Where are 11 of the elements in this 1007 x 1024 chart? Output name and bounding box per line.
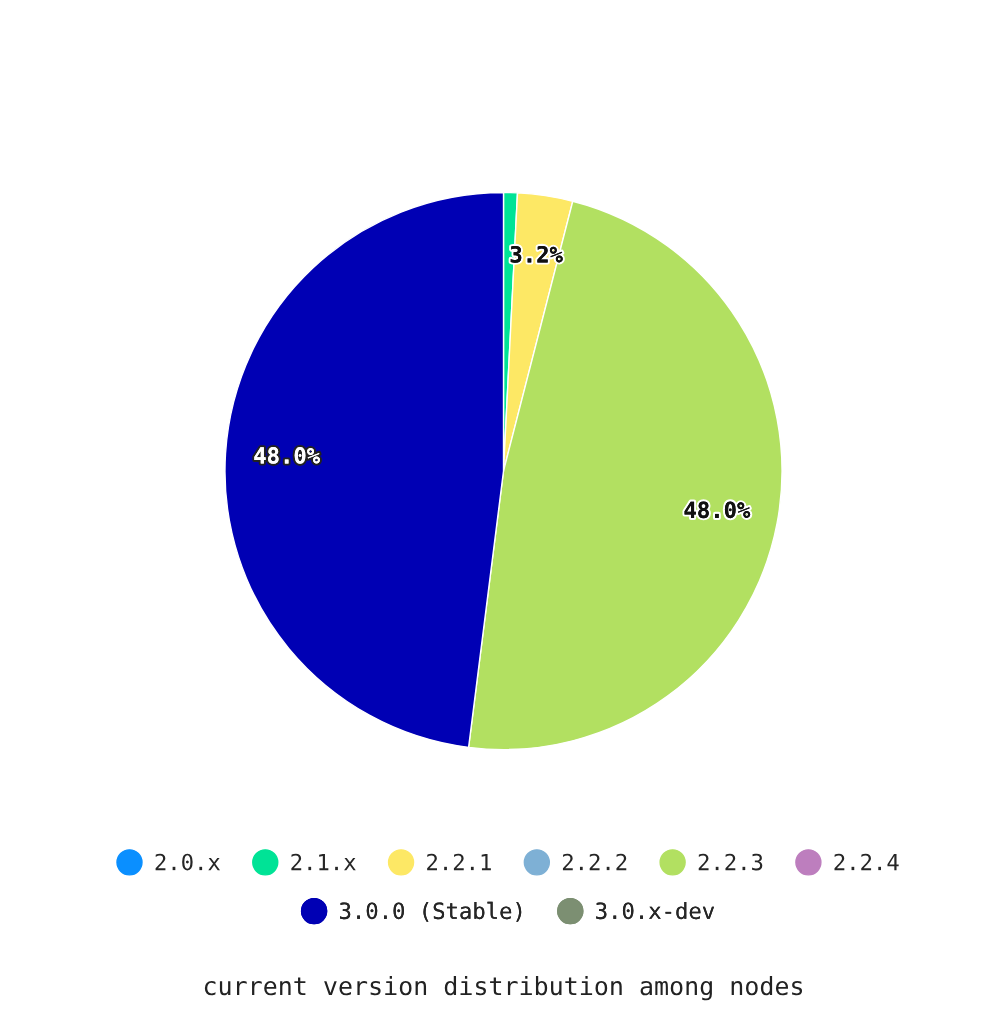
legend-label: 2.2.4 xyxy=(834,853,899,871)
data-label: 48.0% xyxy=(254,447,320,464)
legend-label: 2.2.2 xyxy=(562,853,627,871)
legend-label: 3.0.x-dev xyxy=(596,901,715,920)
legend-label: 2.2.3 xyxy=(698,853,763,871)
legend-label: 3.0.0 (Stable) xyxy=(340,901,522,922)
legend-label: 2.0.x xyxy=(155,853,221,871)
text: current version distribution among nodes xyxy=(204,975,803,1001)
legend-label: 2.2.1 xyxy=(427,853,491,871)
legend-label: 2.1.x xyxy=(291,853,356,871)
data-label: 48.0% xyxy=(684,501,751,519)
